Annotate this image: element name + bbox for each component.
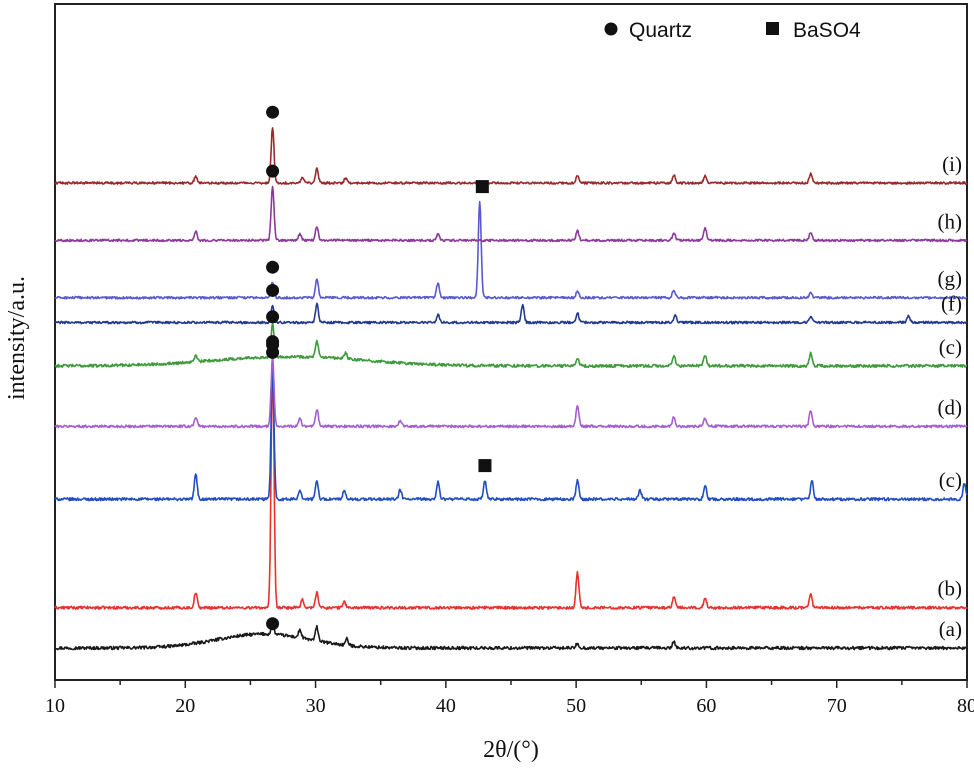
legend-quartz-marker [604,22,618,36]
series-line-f [54,302,968,325]
plot-frame [54,3,968,681]
series-line-b [54,358,968,610]
series-line-a [54,623,968,651]
series-label-b: (b) [938,577,963,601]
series-label-g: (g) [938,267,963,291]
series-line-h [54,185,968,243]
quartz-marker [266,164,280,178]
series-label-a: (a) [939,617,962,641]
baso4-marker [475,180,489,194]
baso4-marker [478,459,492,473]
x-tick-label: 60 [696,695,716,717]
quartz-marker [266,260,280,274]
series-label-d: (d) [938,395,963,419]
series-label-f: (f) [941,292,962,316]
legend-baso4-label: BaSO4 [793,19,861,42]
x-tick-label: 10 [45,695,65,717]
series-line-i [54,127,968,185]
series-labels: (a) (b) (c) (d) (c) (f)(g) (h) (i) [938,152,963,641]
x-tick-label: 30 [306,695,326,717]
quartz-marker [266,105,280,119]
quartz-marker [266,310,280,324]
x-tick-label: 70 [827,695,847,717]
quartz-marker [266,335,280,349]
quartz-marker [266,617,280,631]
x-axis: 10 20 30 40 50 60 70 80 [45,680,974,717]
peak-markers [266,105,492,631]
series-layer [54,127,968,651]
series-label-h: (h) [938,209,963,233]
series-line-g [54,200,968,300]
x-tick-label: 40 [436,695,456,717]
series-label-e: (c) [939,335,962,359]
quartz-marker [266,283,280,297]
series-line-e [54,321,968,369]
quartz-marker [266,345,280,359]
legend-baso4-marker [766,22,779,35]
x-tick-label: 20 [175,695,195,717]
y-axis-title: intensity/a.u. [4,276,30,400]
series-label-i: (i) [942,152,962,176]
series-line-d [54,355,968,429]
legend: Quartz BaSO4 [604,19,861,42]
series-label-c: (c) [939,468,962,492]
x-tick-label: 80 [957,695,974,717]
series-line-c [54,366,968,502]
legend-quartz-label: Quartz [629,19,692,42]
x-axis-title: 2θ/(°) [483,737,539,763]
x-tick-label: 50 [566,695,586,717]
